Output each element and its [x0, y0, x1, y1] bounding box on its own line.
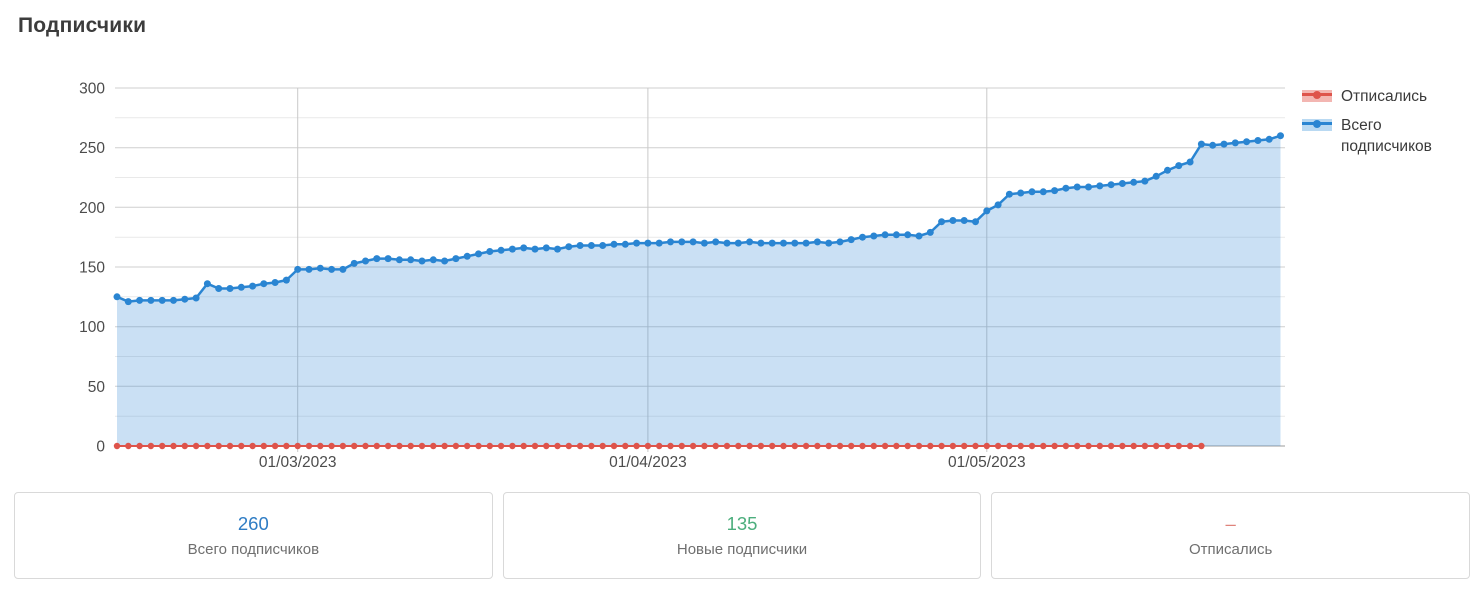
page-title: Подписчики	[18, 14, 147, 37]
svg-text:01/04/2023: 01/04/2023	[609, 454, 687, 471]
new-subscribers-card: 135 Новые подписчики	[502, 492, 982, 579]
legend-item-unsubscribed[interactable]: Отписались	[1302, 86, 1478, 107]
unsubscribed-card: – Отписались	[991, 492, 1471, 579]
unsubscribed-value: –	[1225, 512, 1236, 534]
chart-legend: Отписались Всего подписчиков	[1302, 86, 1478, 157]
legend-label: Отписались	[1341, 88, 1428, 105]
unsubscribed-label: Отписались	[1189, 540, 1273, 558]
legend-item-total-subscribers[interactable]: Всего подписчиков	[1302, 115, 1478, 157]
svg-text:100: 100	[79, 319, 105, 336]
total-subscribers-series-swatch-icon	[1302, 118, 1332, 131]
svg-text:50: 50	[88, 379, 106, 396]
new-subscribers-label: Новые подписчики	[676, 540, 808, 558]
total-subscribers-card: 260 Всего подписчиков	[14, 492, 493, 579]
legend-label: Всего подписчиков	[1341, 117, 1432, 155]
subscribers-area-chart[interactable]: 0 50 100 150 200 250 300 01/03/2023 01/04/2023 01…	[0, 0, 1484, 480]
svg-text:01/03/2023: 01/03/2023	[259, 454, 337, 471]
svg-text:01/05/2023: 01/05/2023	[948, 454, 1026, 471]
svg-text:0: 0	[96, 439, 105, 456]
svg-text:200: 200	[79, 200, 105, 217]
svg-text:250: 250	[79, 140, 105, 157]
svg-text:150: 150	[79, 260, 105, 277]
summary-cards-row: 260 Всего подписчиков 135 Новые подписчи…	[14, 492, 1471, 579]
svg-text:300: 300	[79, 81, 105, 98]
new-subscribers-value: 135	[726, 512, 758, 534]
unsubscribed-series-swatch-icon	[1302, 89, 1332, 102]
total-subscribers-value: 260	[237, 512, 269, 534]
total-subscribers-label: Всего подписчиков	[187, 540, 320, 558]
